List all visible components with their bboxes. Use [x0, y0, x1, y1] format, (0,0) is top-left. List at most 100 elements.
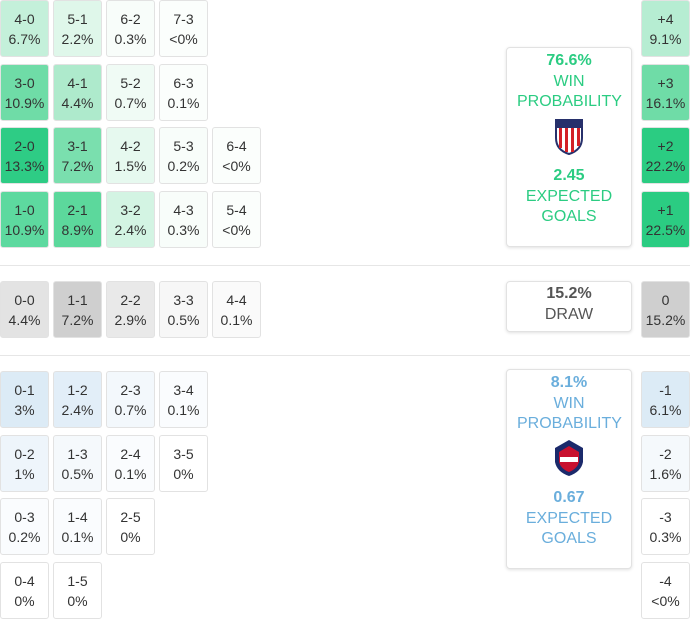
expected-goals: 0.67 [553, 489, 585, 506]
score-cell: +2 22.2% [641, 127, 690, 184]
score-label: 2-2 [120, 291, 141, 308]
score-label: -2 [659, 445, 672, 462]
score-cell: 4-0 6.7% [0, 0, 49, 57]
score-cell: 1-4 0.1% [53, 498, 102, 555]
score-cell: 3-1 7.2% [53, 127, 102, 184]
score-probability: 6.7% [8, 30, 41, 47]
score-cell: 2-2 2.9% [106, 281, 155, 338]
score-probability: 0% [173, 465, 194, 482]
score-label: -1 [659, 381, 672, 398]
win-label: WIN PROBABILITY [517, 73, 622, 110]
score-probability: 16.1% [645, 94, 686, 111]
score-probability: <0% [169, 30, 198, 47]
score-label: 3-4 [173, 381, 194, 398]
score-probability: 0.7% [114, 94, 147, 111]
score-label: 6-3 [173, 74, 194, 91]
team-logo [555, 440, 583, 476]
score-probability: 0.5% [61, 465, 94, 482]
score-cell: -1 6.1% [641, 371, 690, 428]
score-label: 2-0 [14, 137, 35, 154]
draw-label: DRAW [544, 306, 594, 323]
score-probability: 7.2% [61, 311, 94, 328]
score-label: 3-5 [173, 445, 194, 462]
score-label: 7-3 [173, 10, 194, 27]
score-cell: +3 16.1% [641, 64, 690, 121]
score-cell: 0-4 0% [0, 562, 49, 619]
draw-summary: 15.2% DRAW [506, 281, 632, 332]
score-probability: 0% [67, 592, 88, 609]
score-probability: 0.3% [649, 528, 682, 545]
score-probability: 13.3% [4, 157, 45, 174]
score-cell: +4 9.1% [641, 0, 690, 57]
score-probability: 10.9% [4, 221, 45, 238]
score-probability: 1.6% [649, 465, 682, 482]
score-probability: 1.5% [114, 157, 147, 174]
score-cell: 2-0 13.3% [0, 127, 49, 184]
score-probability: 0% [14, 592, 35, 609]
home-summary: 76.6% WIN PROBABILITY 2.45 EXPECTED GOAL… [506, 47, 632, 247]
score-probability: 0.1% [61, 528, 94, 545]
win-probability: 8.1% [550, 374, 588, 391]
score-cell: 1-2 2.4% [53, 371, 102, 428]
separator [0, 265, 690, 266]
score-label: -4 [659, 572, 672, 589]
score-cell: 5-3 0.2% [159, 127, 208, 184]
score-label: 2-1 [67, 201, 88, 218]
score-probability: 0.2% [167, 157, 200, 174]
team-logo [555, 119, 583, 156]
draw-probability: 15.2% [546, 285, 592, 302]
score-cell: 5-1 2.2% [53, 0, 102, 57]
score-cell: -3 0.3% [641, 498, 690, 555]
score-cell: -2 1.6% [641, 435, 690, 492]
score-probability: 4.4% [61, 94, 94, 111]
score-label: 0-0 [14, 291, 35, 308]
score-label: 0-1 [14, 381, 35, 398]
score-probability: 22.5% [645, 221, 686, 238]
score-label: 1-3 [67, 445, 88, 462]
score-probability: 9.1% [649, 30, 682, 47]
score-cell: 2-3 0.7% [106, 371, 155, 428]
score-probability: 7.2% [61, 157, 94, 174]
score-label: 1-0 [14, 201, 35, 218]
score-cell: 0-0 4.4% [0, 281, 49, 338]
score-label: 5-1 [67, 10, 88, 27]
score-cell: 3-4 0.1% [159, 371, 208, 428]
score-cell: 1-3 0.5% [53, 435, 102, 492]
win-label: WIN PROBABILITY [517, 395, 622, 432]
score-probability: 0.2% [8, 528, 41, 545]
separator [0, 355, 690, 356]
score-probability: 0.5% [167, 311, 200, 328]
score-cell: 2-4 0.1% [106, 435, 155, 492]
score-probability: 22.2% [645, 157, 686, 174]
score-probability: 15.2% [645, 311, 686, 328]
score-label: +2 [657, 137, 674, 154]
score-cell: 0-1 3% [0, 371, 49, 428]
score-label: +3 [657, 74, 674, 91]
score-label: 4-4 [226, 291, 247, 308]
score-probability: 0% [120, 528, 141, 545]
score-cell: 1-5 0% [53, 562, 102, 619]
score-cell: 5-4 <0% [212, 191, 261, 248]
score-cell: 3-5 0% [159, 435, 208, 492]
score-label: 6-2 [120, 10, 141, 27]
win-probability: 76.6% [546, 52, 592, 69]
score-label: 4-1 [67, 74, 88, 91]
score-label: 1-1 [67, 291, 88, 308]
score-probability: 0.1% [167, 401, 200, 418]
score-cell: 4-4 0.1% [212, 281, 261, 338]
score-cell: 0-3 0.2% [0, 498, 49, 555]
score-probability: 2.4% [61, 401, 94, 418]
score-label: 6-4 [226, 137, 247, 154]
score-probability: 0.1% [167, 94, 200, 111]
score-cell: 4-2 1.5% [106, 127, 155, 184]
score-label: +4 [657, 10, 674, 27]
score-cell: 3-2 2.4% [106, 191, 155, 248]
score-cell: 0-2 1% [0, 435, 49, 492]
score-label: 3-3 [173, 291, 194, 308]
score-label: 1-2 [67, 381, 88, 398]
expected-goals: 2.45 [553, 167, 585, 184]
score-label: 0-4 [14, 572, 35, 589]
score-probability: <0% [651, 592, 680, 609]
score-probability: 0.3% [114, 30, 147, 47]
